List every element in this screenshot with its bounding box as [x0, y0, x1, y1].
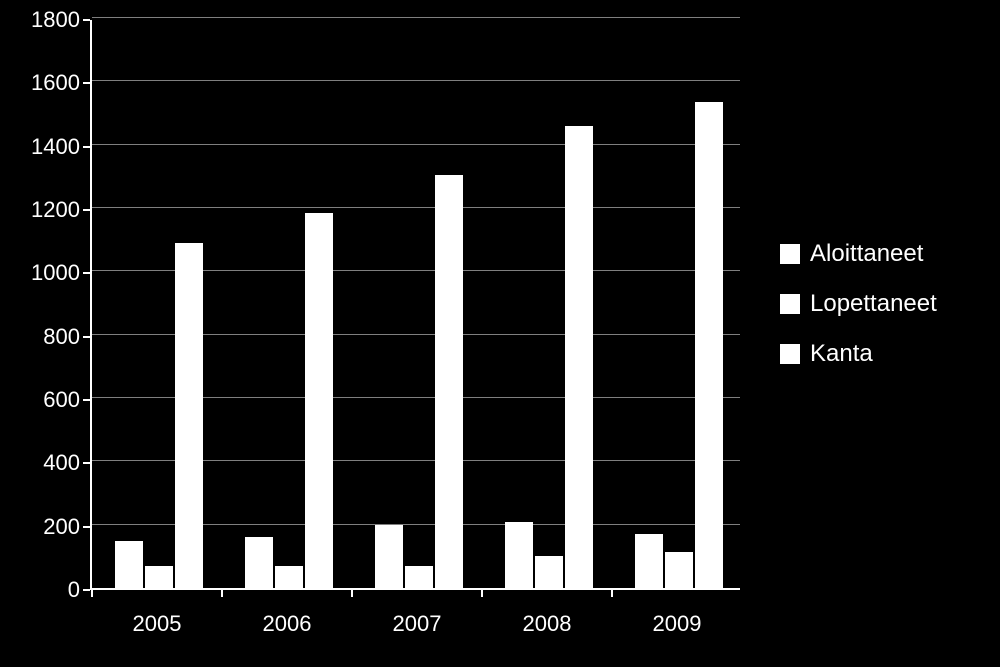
- y-axis-tick-mark: [83, 82, 90, 84]
- y-axis-tick-mark: [83, 146, 90, 148]
- y-axis-tick-mark: [83, 19, 90, 21]
- y-axis-tick-label: 400: [10, 450, 80, 476]
- x-axis-tick-mark: [221, 590, 223, 597]
- bar: [245, 537, 273, 588]
- bar: [275, 566, 303, 588]
- bar: [375, 525, 403, 588]
- y-axis-tick-label: 0: [10, 577, 80, 603]
- y-axis-tick-label: 800: [10, 324, 80, 350]
- x-axis-tick-label: 2008: [523, 611, 572, 637]
- x-axis-tick-label: 2007: [393, 611, 442, 637]
- bar: [145, 566, 173, 588]
- x-axis-tick-mark: [611, 590, 613, 597]
- gridline: [92, 17, 740, 18]
- legend-item: Aloittaneet: [780, 240, 937, 268]
- bar: [695, 102, 723, 588]
- x-axis-tick-label: 2005: [133, 611, 182, 637]
- bar: [305, 213, 333, 588]
- y-axis-tick-label: 600: [10, 387, 80, 413]
- y-axis-tick-label: 200: [10, 514, 80, 540]
- bar: [115, 541, 143, 589]
- bar: [405, 566, 433, 588]
- legend-swatch-icon: [780, 294, 800, 314]
- gridline: [92, 80, 740, 81]
- bar-group: [244, 213, 334, 588]
- y-axis-tick-mark: [83, 526, 90, 528]
- x-axis-tick-mark: [91, 590, 93, 597]
- bar-group: [634, 102, 724, 588]
- chart-container: Aloittaneet Lopettaneet Kanta 0 200 400 600…: [0, 0, 1000, 667]
- y-axis-tick-mark: [83, 589, 90, 591]
- legend-label: Aloittaneet: [810, 240, 923, 268]
- bar: [175, 243, 203, 588]
- x-axis-tick-mark: [481, 590, 483, 597]
- y-axis-tick-label: 1000: [10, 260, 80, 286]
- bar: [565, 126, 593, 588]
- bar: [535, 556, 563, 588]
- bar-group: [114, 243, 204, 588]
- y-axis-tick-mark: [83, 462, 90, 464]
- y-axis-tick-label: 1800: [10, 7, 80, 33]
- x-axis-tick-mark: [351, 590, 353, 597]
- y-axis-tick-label: 1400: [10, 134, 80, 160]
- legend-label: Lopettaneet: [810, 290, 937, 318]
- y-axis-tick-mark: [83, 272, 90, 274]
- legend-swatch-icon: [780, 244, 800, 264]
- legend-label: Kanta: [810, 340, 873, 368]
- y-axis-tick-mark: [83, 336, 90, 338]
- y-axis-tick-label: 1600: [10, 70, 80, 96]
- bar: [435, 175, 463, 588]
- y-axis-tick-label: 1200: [10, 197, 80, 223]
- bar-group: [374, 175, 464, 588]
- bar-group: [504, 126, 594, 588]
- bar: [635, 534, 663, 588]
- x-axis-tick-label: 2006: [263, 611, 312, 637]
- plot-area: [90, 20, 740, 590]
- y-axis-tick-mark: [83, 209, 90, 211]
- legend-swatch-icon: [780, 344, 800, 364]
- bar: [505, 522, 533, 589]
- legend: Aloittaneet Lopettaneet Kanta: [780, 240, 937, 390]
- legend-item: Lopettaneet: [780, 290, 937, 318]
- legend-item: Kanta: [780, 340, 937, 368]
- bar: [665, 552, 693, 588]
- x-axis-tick-label: 2009: [653, 611, 702, 637]
- y-axis-tick-mark: [83, 399, 90, 401]
